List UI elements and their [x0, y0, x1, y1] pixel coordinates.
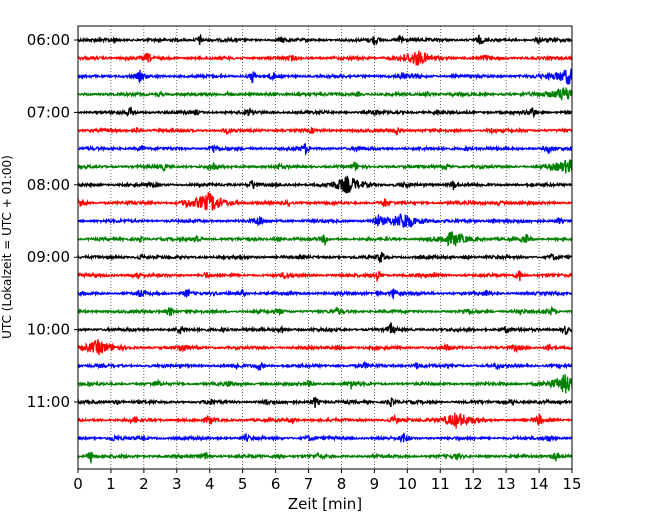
trace-line	[77, 339, 573, 356]
trace-line	[77, 412, 573, 429]
plot-area	[78, 26, 572, 469]
y-tick-label: 06:00	[27, 31, 70, 49]
x-tick-label: 14	[530, 475, 549, 493]
trace-line	[77, 451, 573, 464]
y-axis-label: UTC (Lokalzeit = UTC + 01:00)	[0, 155, 14, 339]
x-axis-ticks: 0 1 2 3 4 5 6 7 8 9 10 11 12 13 14 15	[73, 469, 582, 493]
trace-line	[77, 270, 573, 282]
traces	[77, 33, 573, 464]
trace-line	[77, 374, 573, 394]
plot-frame	[77, 25, 573, 470]
y-axis-ticks: 06:00 07:00 08:00 09:00 10:00 11:00	[27, 31, 78, 411]
x-tick-label: 3	[172, 475, 182, 493]
x-tick-label: 9	[370, 475, 380, 493]
grid-lines	[110, 26, 540, 469]
trace-line	[77, 33, 573, 46]
trace-line	[77, 175, 573, 194]
x-tick-label: 1	[106, 475, 116, 493]
y-tick-label: 08:00	[27, 176, 70, 194]
trace-line	[77, 251, 573, 264]
trace-line	[77, 305, 573, 317]
x-tick-label: 0	[73, 475, 83, 493]
trace-line	[77, 126, 573, 136]
x-tick-label: 6	[271, 475, 281, 493]
x-tick-label: 2	[139, 475, 149, 493]
trace-line	[77, 288, 573, 300]
x-tick-label: 15	[562, 475, 581, 493]
y-tick-label: 11:00	[27, 393, 70, 411]
trace-line	[77, 191, 573, 211]
trace-line	[77, 322, 573, 336]
y-tick-label: 07:00	[27, 103, 70, 121]
trace-line	[77, 159, 573, 174]
x-tick-label: 5	[238, 475, 248, 493]
x-tick-label: 4	[205, 475, 215, 493]
x-tick-label: 13	[497, 475, 516, 493]
x-tick-label: 11	[431, 475, 450, 493]
trace-line	[77, 143, 573, 156]
trace-line	[77, 106, 573, 119]
trace-line	[77, 360, 573, 371]
trace-line	[77, 396, 573, 409]
x-axis-label: Zeit [min]	[288, 495, 362, 513]
trace-line	[77, 87, 573, 101]
trace-line	[77, 213, 573, 229]
trace-line	[77, 231, 573, 247]
trace-line	[77, 432, 573, 444]
x-tick-label: 10	[398, 475, 417, 493]
x-tick-label: 7	[304, 475, 314, 493]
trace-line	[77, 50, 573, 67]
y-tick-label: 10:00	[27, 321, 70, 339]
y-tick-label: 09:00	[27, 248, 70, 266]
x-tick-label: 12	[464, 475, 483, 493]
trace-line	[77, 68, 573, 85]
x-tick-label: 8	[337, 475, 347, 493]
